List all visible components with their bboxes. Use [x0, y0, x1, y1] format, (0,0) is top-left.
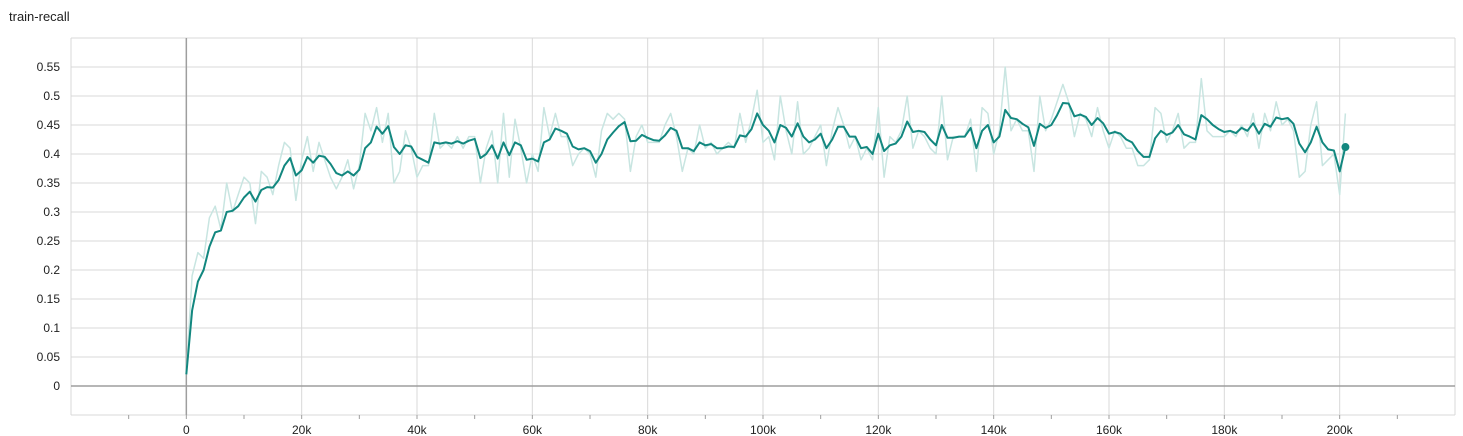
- y-tick-label: 0.2: [43, 263, 60, 277]
- x-tick-label: 40k: [407, 423, 427, 436]
- raw-series: [185, 66, 1347, 375]
- x-tick-label: 120k: [865, 423, 892, 436]
- x-tick-label: 80k: [638, 423, 658, 436]
- y-tick-label: 0.25: [37, 234, 61, 248]
- y-tick-label: 0.4: [43, 147, 60, 161]
- y-tick-label: 0.35: [37, 176, 61, 190]
- x-tick-label: 0: [183, 423, 190, 436]
- smoothed-series-line: [185, 102, 1347, 375]
- x-tick-label: 160k: [1096, 423, 1123, 436]
- y-tick-label: 0.1: [43, 321, 60, 335]
- y-tick-label: 0.05: [37, 350, 61, 364]
- chart-title: train-recall: [9, 9, 70, 24]
- smoothed-series: [185, 102, 1350, 375]
- x-tick-label: 180k: [1211, 423, 1238, 436]
- y-tick-label: 0.15: [37, 292, 61, 306]
- y-tick-label: 0.55: [37, 60, 61, 74]
- x-tick-label: 20k: [292, 423, 312, 436]
- y-tick-label: 0.45: [37, 118, 61, 132]
- grid-lines: [70, 37, 1456, 416]
- x-tick-label: 100k: [750, 423, 777, 436]
- x-tick-label: 200k: [1327, 423, 1354, 436]
- y-tick-label: 0: [53, 379, 60, 393]
- y-tick-label: 0.3: [43, 205, 60, 219]
- x-tick-label: 140k: [981, 423, 1008, 436]
- x-tick-label: 60k: [523, 423, 543, 436]
- y-tick-label: 0.5: [43, 89, 60, 103]
- tick-labels: 0 20k 40k 60k 80k 100k 120k 140k 160k 180k 200k 0 0.…: [37, 60, 1354, 436]
- last-value-marker: [1341, 143, 1350, 152]
- raw-series-line: [185, 66, 1347, 375]
- axes: [71, 38, 1455, 419]
